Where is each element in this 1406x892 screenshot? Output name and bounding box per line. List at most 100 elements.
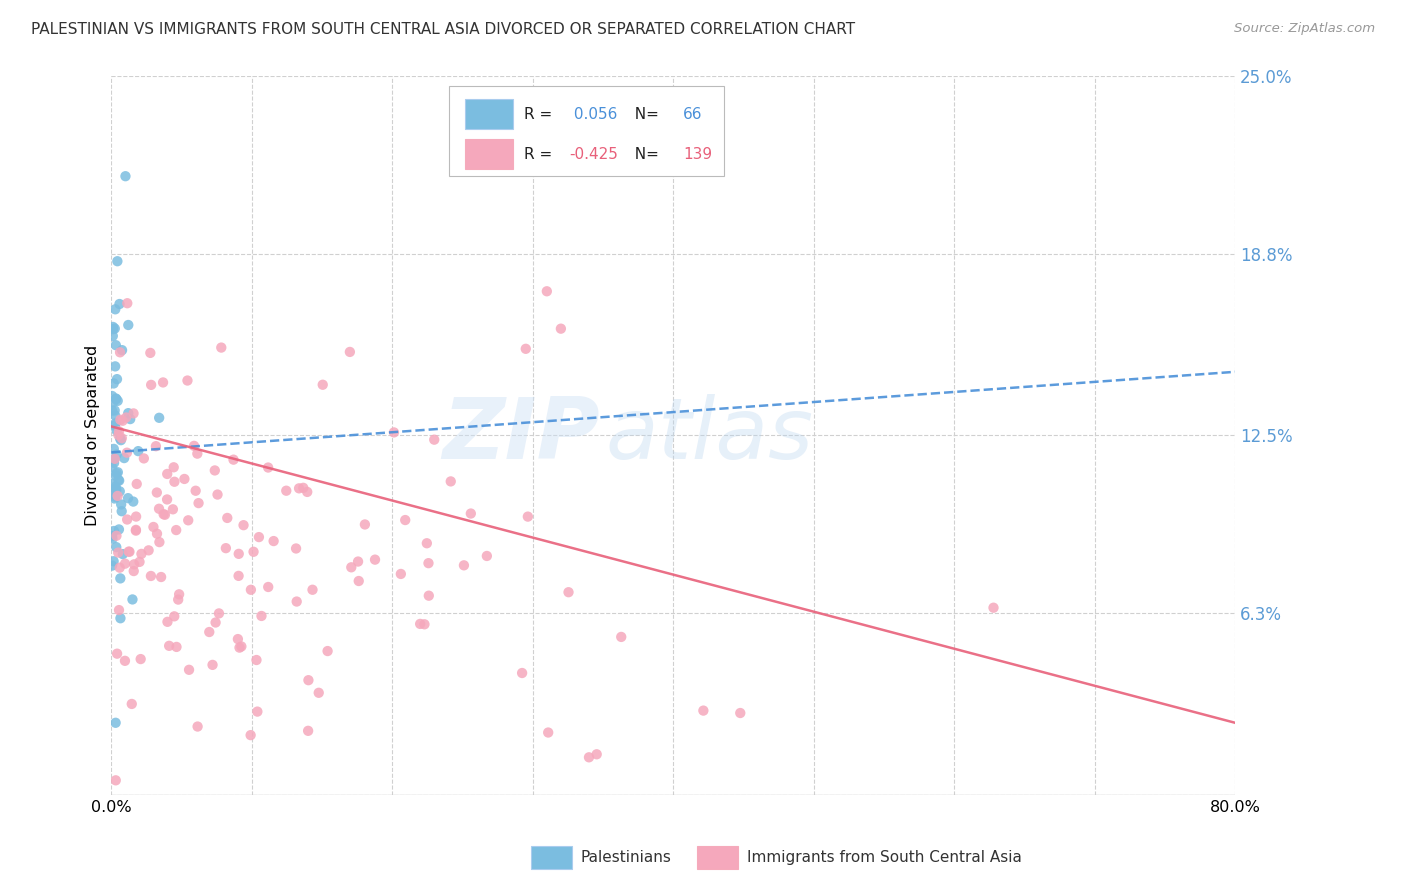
Point — [108, 484, 131, 499]
Text: Source: ZipAtlas.com: Source: ZipAtlas.com — [1234, 22, 1375, 36]
Point — [104, 321, 127, 335]
Point — [105, 448, 128, 462]
Point — [104, 392, 127, 406]
Point — [125, 524, 148, 538]
Point — [186, 447, 208, 461]
Text: atlas: atlas — [606, 393, 814, 476]
Point — [232, 518, 254, 533]
Point — [231, 640, 253, 654]
Point — [217, 511, 239, 525]
Text: ZIP: ZIP — [443, 393, 600, 476]
Point — [537, 725, 560, 739]
Point — [111, 431, 134, 445]
Point — [105, 372, 128, 386]
Point — [423, 433, 446, 447]
Point — [104, 403, 127, 417]
Point — [228, 547, 250, 561]
Point — [239, 728, 262, 742]
Point — [150, 570, 173, 584]
Point — [112, 451, 135, 466]
Point — [187, 720, 209, 734]
Point — [163, 460, 186, 475]
Text: R =: R = — [524, 107, 557, 122]
Point — [107, 428, 129, 442]
Point — [413, 617, 436, 632]
Point — [340, 560, 363, 574]
Point — [101, 529, 124, 543]
Point — [101, 486, 124, 500]
Point — [153, 508, 176, 522]
Point — [104, 482, 127, 496]
Point — [105, 467, 128, 481]
Point — [107, 393, 129, 408]
Point — [394, 513, 416, 527]
Point — [183, 439, 205, 453]
Point — [104, 302, 127, 317]
Point — [297, 723, 319, 738]
Text: R =: R = — [524, 147, 557, 162]
Point — [146, 526, 169, 541]
Point — [389, 566, 412, 581]
Point — [730, 706, 752, 720]
Point — [156, 492, 179, 507]
Point — [215, 541, 238, 556]
Point — [105, 529, 128, 543]
Point — [242, 545, 264, 559]
Point — [228, 640, 250, 655]
Point — [103, 524, 125, 538]
FancyBboxPatch shape — [465, 99, 513, 129]
Point — [239, 582, 262, 597]
Point — [104, 338, 127, 352]
Text: 66: 66 — [683, 107, 703, 122]
Point — [104, 773, 127, 788]
Point — [110, 413, 132, 427]
Point — [228, 569, 250, 583]
Point — [107, 545, 129, 559]
Point — [103, 395, 125, 409]
Point — [104, 490, 127, 504]
Point — [114, 557, 136, 571]
Point — [208, 607, 231, 621]
Point — [585, 747, 607, 762]
Point — [111, 343, 134, 358]
Point — [108, 432, 131, 446]
Point — [115, 410, 138, 425]
Point — [105, 540, 128, 554]
Point — [105, 483, 128, 497]
Point — [416, 536, 439, 550]
Point — [117, 296, 139, 310]
Point — [557, 585, 579, 599]
Point — [101, 532, 124, 546]
Point — [110, 611, 132, 625]
Point — [139, 346, 162, 360]
Y-axis label: Divorced or Separated: Divorced or Separated — [86, 344, 100, 525]
Point — [184, 483, 207, 498]
Point — [440, 475, 463, 489]
Point — [167, 587, 190, 601]
Point — [122, 564, 145, 578]
Point — [104, 451, 127, 466]
Point — [108, 474, 131, 488]
Point — [104, 451, 127, 466]
Point — [209, 341, 232, 355]
Point — [173, 472, 195, 486]
Point — [292, 481, 315, 495]
Point — [121, 592, 143, 607]
Point — [222, 452, 245, 467]
Point — [114, 654, 136, 668]
Point — [117, 491, 139, 505]
Point — [250, 609, 273, 624]
Point — [118, 544, 141, 558]
Point — [108, 603, 131, 617]
Point — [148, 501, 170, 516]
Point — [148, 410, 170, 425]
Point — [101, 558, 124, 573]
Point — [288, 481, 311, 495]
Point — [107, 473, 129, 487]
Point — [103, 456, 125, 470]
Point — [177, 513, 200, 527]
Point — [101, 320, 124, 334]
FancyBboxPatch shape — [465, 138, 513, 169]
Point — [418, 589, 440, 603]
Point — [201, 657, 224, 672]
